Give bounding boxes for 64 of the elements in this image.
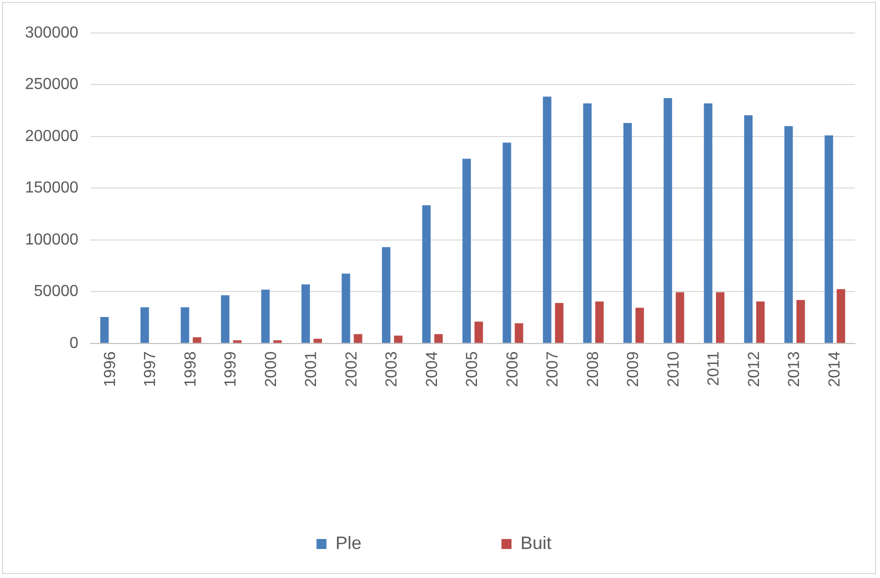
x-tick-label: 1997 (142, 351, 160, 387)
x-tick-label: 2004 (424, 351, 441, 387)
x-tick-label: 1996 (102, 351, 119, 387)
x-tick-label: 2005 (464, 351, 482, 387)
x-tick-label: 2006 (504, 351, 522, 387)
legend-label: Buit (520, 532, 552, 553)
x-tick-label: 2000 (262, 351, 280, 387)
bar (716, 292, 724, 343)
x-tick-label: 2014 (826, 351, 844, 387)
bar (744, 115, 753, 343)
x-tick-label: 2012 (746, 351, 763, 387)
bar (434, 334, 443, 343)
bar (233, 340, 242, 343)
bar (554, 303, 564, 343)
x-tick-label: 2013 (786, 351, 804, 387)
x-tick-label: 2009 (625, 351, 642, 387)
bar (704, 103, 712, 343)
bar (676, 292, 684, 343)
y-tick-label: 250000 (25, 76, 78, 94)
bar (623, 123, 632, 343)
bar (784, 126, 793, 343)
y-tick-label: 50000 (34, 283, 78, 300)
x-tick-label: 2003 (384, 351, 401, 387)
bar (140, 307, 149, 343)
bar (314, 338, 322, 343)
bar (542, 96, 552, 343)
bar (192, 337, 202, 343)
y-tick-label: 300000 (25, 24, 78, 42)
bar (824, 135, 834, 343)
bar (514, 323, 524, 343)
x-tick-label: 1998 (182, 351, 200, 387)
y-tick-label: 100000 (25, 231, 78, 248)
bar (422, 205, 431, 343)
bar (836, 289, 846, 343)
x-tick-label: 2001 (303, 351, 320, 387)
y-tick-label: 200000 (25, 128, 78, 145)
bar (664, 98, 672, 343)
bar (354, 334, 362, 343)
bar (100, 317, 109, 343)
x-tick-label: 2007 (544, 351, 562, 387)
bar (342, 274, 350, 343)
bar (474, 322, 483, 343)
bar (502, 142, 512, 343)
legend-label: Ple (335, 532, 362, 553)
x-tick-label: 2011 (706, 351, 723, 386)
y-tick-label: 0 (69, 334, 78, 352)
bar (583, 103, 592, 343)
bar (273, 340, 282, 343)
bar (382, 247, 390, 343)
x-tick-label: 2008 (584, 351, 602, 387)
y-tick-label: 150000 (25, 180, 78, 197)
bar (635, 308, 644, 343)
x-tick-label: 2002 (343, 351, 360, 387)
x-tick-label: 2010 (665, 351, 682, 387)
bar (180, 307, 190, 343)
x-tick-label: 1999 (222, 351, 240, 387)
bar (462, 158, 471, 343)
bar (394, 336, 402, 343)
bar (301, 284, 310, 343)
bar (220, 295, 230, 343)
bar (756, 302, 765, 343)
bar (261, 290, 270, 343)
bar (595, 302, 604, 343)
bar (796, 300, 805, 343)
